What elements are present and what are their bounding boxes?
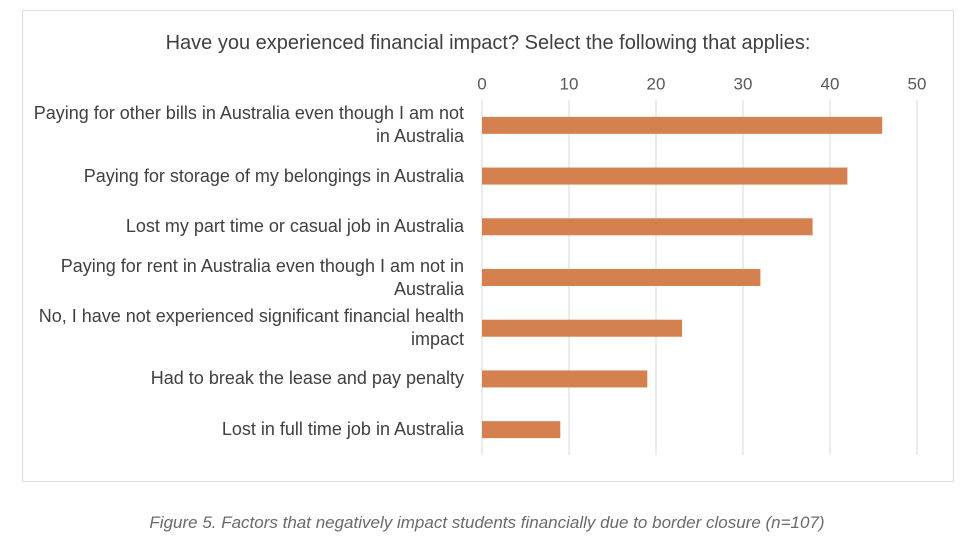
bar [482,218,813,236]
x-tick-label: 30 [734,74,753,93]
y-tick-label: Lost my part time or casual job in Austr… [125,216,464,237]
x-tick-label: 20 [647,74,666,93]
y-tick-label: Had to break the lease and pay penalty [150,368,464,389]
x-tick-label: 0 [477,74,486,93]
bar [482,370,648,388]
chart-title: Have you experienced financial impact? S… [165,32,811,54]
x-tick-label: 40 [821,74,840,93]
y-tick-label: Lost in full time job in Australia [221,419,464,440]
x-tick-label: 50 [908,74,927,93]
bar [482,319,683,337]
x-tick-label: 10 [560,74,579,93]
bar [482,116,883,134]
y-tick-label: Paying for rent in Australia even though… [60,255,464,299]
caption: Figure 5. Factors that negatively impact… [149,513,825,532]
bar [482,269,761,286]
chart-frame [22,10,954,482]
bar [482,167,848,185]
bar [482,421,561,439]
y-tick-label: Paying for other bills in Australia even… [33,103,464,147]
y-tick-label: Paying for storage of my belongings in A… [83,165,464,186]
y-tick-label: No, I have not experienced significant f… [38,306,464,350]
